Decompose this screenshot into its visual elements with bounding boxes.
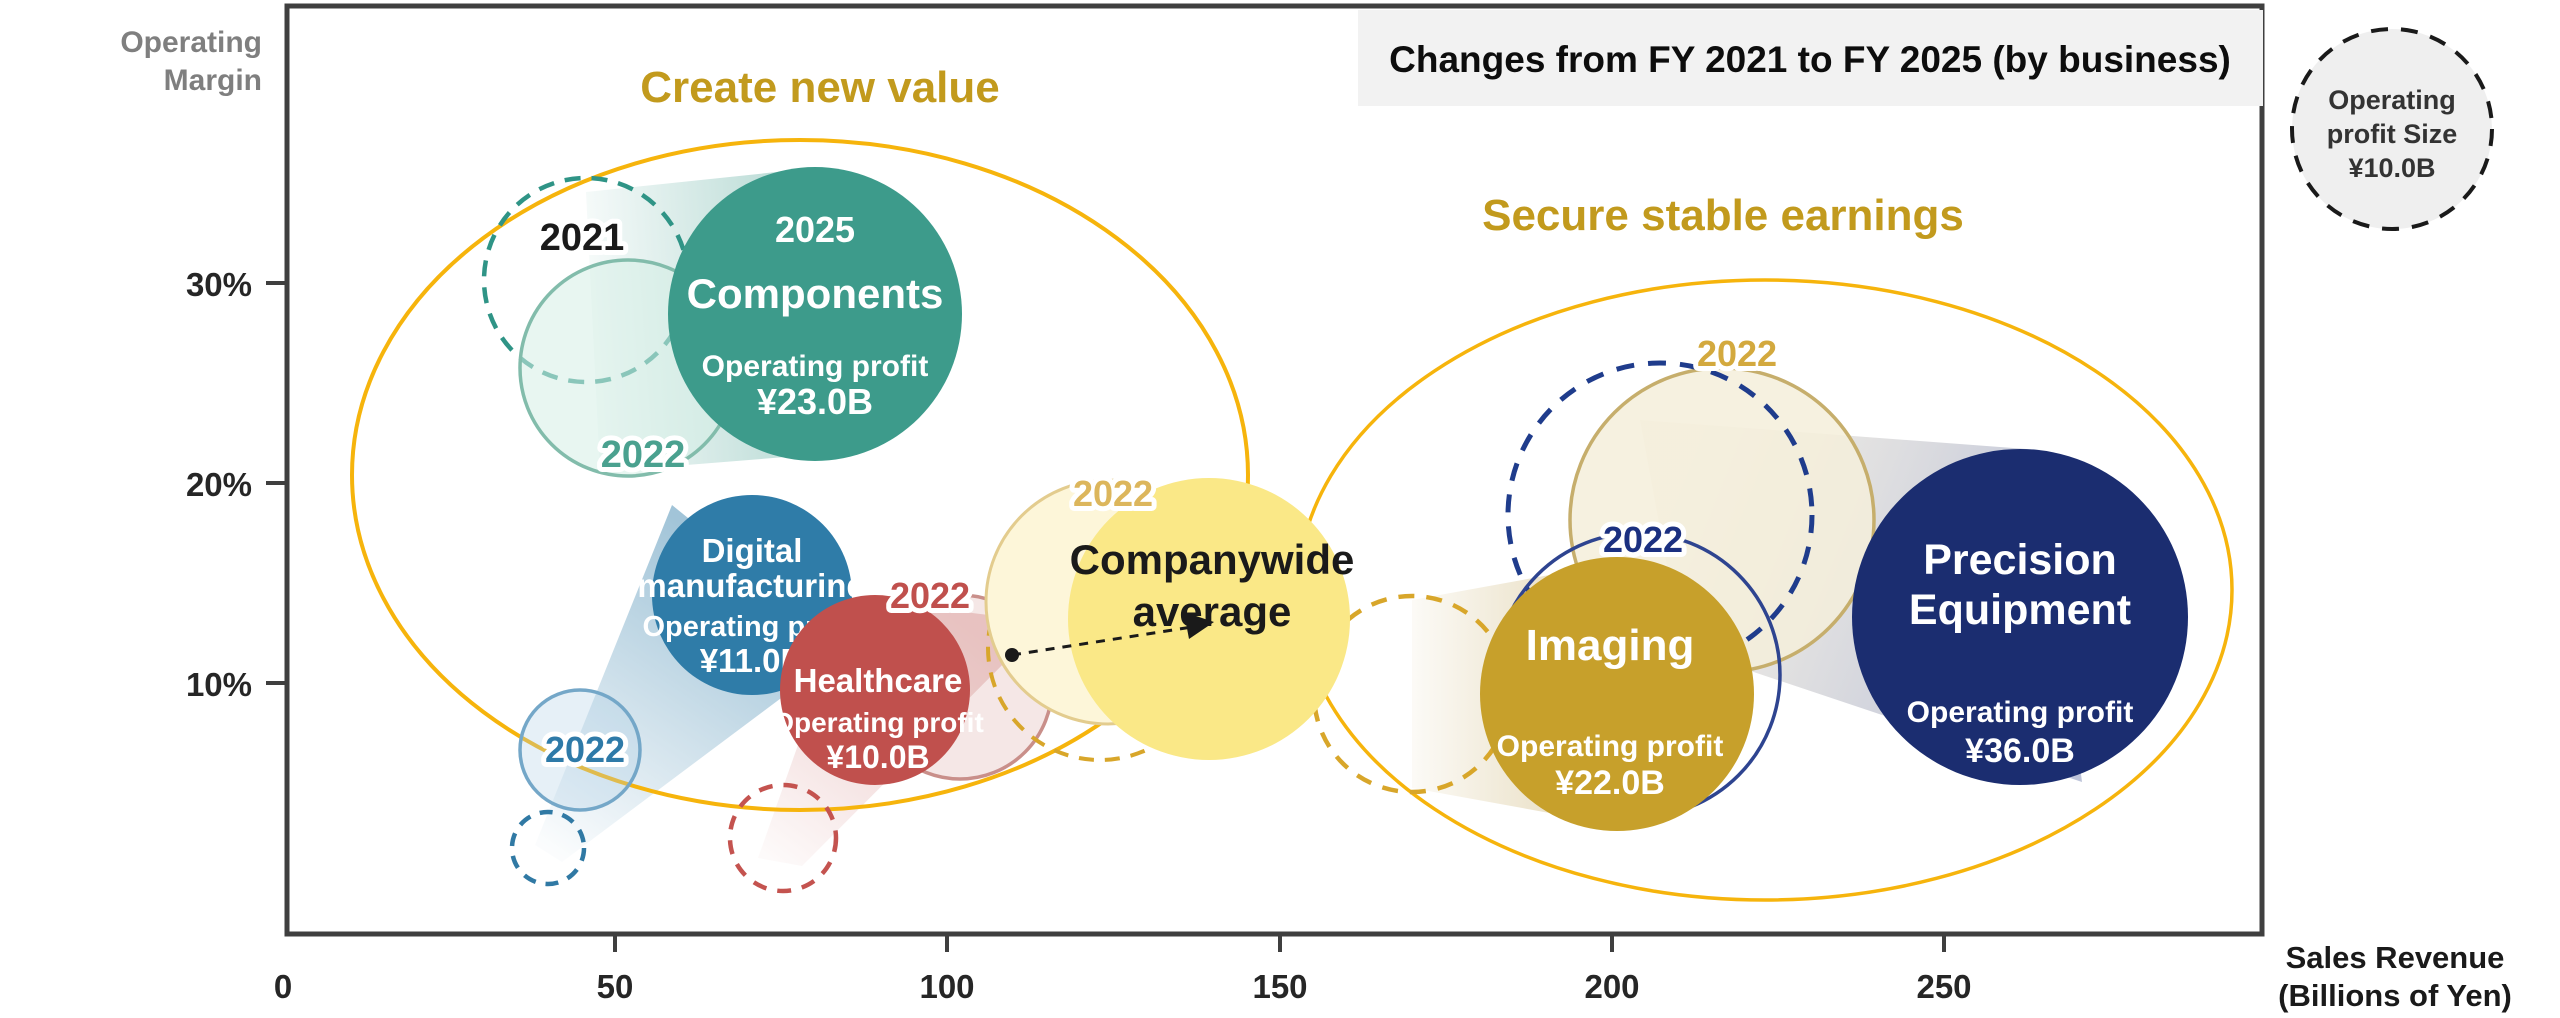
healthcare-2022-label: 2022 <box>890 575 970 616</box>
healthcare-name-label: Healthcare <box>794 662 963 699</box>
y-tick-10: 10% <box>186 666 252 703</box>
companywide-name-line1: Companywide <box>1070 536 1355 583</box>
digital-name-line2: manufacturing <box>637 567 866 604</box>
digital-manufacturing-2022-circle <box>518 688 642 812</box>
components-name-label: Components <box>687 270 944 317</box>
x-tick-200: 200 <box>1584 968 1639 1005</box>
companywide-arrow-head <box>1184 612 1214 639</box>
healthcare-2025-bubble <box>780 595 970 785</box>
x-axis-title-line1: Sales Revenue <box>2286 940 2505 975</box>
digital-manufacturing-2022-label: 2022 <box>545 729 625 770</box>
imaging-2025-bubble <box>1480 557 1754 831</box>
y-axis-title-line1: Operating <box>120 26 262 59</box>
healthcare-2021-circle <box>727 782 839 894</box>
healthcare-profit-value: ¥10.0B <box>826 739 929 775</box>
precision-profit-value: ¥36.0B <box>1965 732 2075 770</box>
create-new-value-title: Create new value <box>640 63 1000 112</box>
create-new-value-ellipse <box>350 138 1250 812</box>
bubble-size-legend-circle <box>2290 27 2494 231</box>
imaging-name-label: Imaging <box>1526 621 1695 670</box>
header-box <box>1358 10 2263 106</box>
legend-line-1: Operating <box>2328 85 2456 115</box>
page-title: Changes from FY 2021 to FY 2025 (by busi… <box>1389 39 2231 80</box>
x-tick-150: 150 <box>1252 968 1307 1005</box>
components-year-label: 2025 <box>775 209 855 250</box>
precision-equipment-2025-bubble <box>1852 449 2188 785</box>
companywide-arrow-line <box>1011 625 1193 657</box>
precision-profit-label: Operating profit <box>1907 696 2134 729</box>
precision-equipment-2022-label: 2022 <box>1603 519 1683 560</box>
y-tick-30: 30% <box>186 266 252 303</box>
companywide-2025-bubble <box>1068 478 1350 760</box>
digital-manufacturing-2021-circle <box>509 809 587 887</box>
x-axis-title-line2: (Billions of Yen) <box>2278 978 2512 1013</box>
x-tick-50: 50 <box>597 968 634 1005</box>
healthcare-profit-label: Operating profit <box>772 707 984 738</box>
imaging-2022-label: 2022 <box>1697 333 1777 374</box>
companywide-name-line2: average <box>1133 588 1292 635</box>
legend-line-2: profit Size <box>2327 119 2458 149</box>
components-2025-bubble <box>668 167 962 461</box>
x-tick-100: 100 <box>919 968 974 1005</box>
y-axis-title-line2: Margin <box>164 64 262 97</box>
companywide-2022-label: 2022 <box>1073 473 1153 514</box>
x-tick-250: 250 <box>1916 968 1971 1005</box>
precision-name-line1: Precision <box>1923 536 2117 584</box>
components-2021-label: 2021 <box>540 217 625 259</box>
legend-line-3: ¥10.0B <box>2348 153 2435 183</box>
x-tick-0: 0 <box>274 968 292 1005</box>
components-profit-value: ¥23.0B <box>757 381 873 422</box>
y-tick-20: 20% <box>186 466 252 503</box>
precision-name-line2: Equipment <box>1909 586 2131 634</box>
secure-stable-earnings-title: Secure stable earnings <box>1482 191 1964 240</box>
imaging-profit-label: Operating profit <box>1497 730 1724 763</box>
components-2022-label: 2022 <box>601 434 686 476</box>
components-profit-label: Operating profit <box>702 350 929 383</box>
digital-name-line1: Digital <box>702 532 803 569</box>
imaging-profit-value: ¥22.0B <box>1555 764 1665 802</box>
